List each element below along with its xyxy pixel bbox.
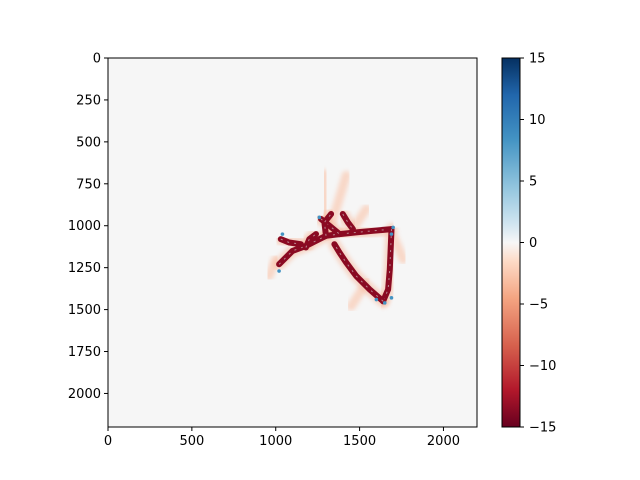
- colorbar-tick-label: 5: [529, 175, 537, 190]
- heatmap: [108, 58, 477, 427]
- colorbar-tick-label: −15: [529, 421, 556, 436]
- y-tick-label: 1000: [68, 219, 101, 234]
- x-axis: 0 500 1000 1500 2000: [104, 427, 460, 449]
- colorbar-tick-label: 0: [529, 236, 537, 251]
- dark-stroke: [323, 226, 395, 239]
- x-tick-label: 1500: [343, 434, 376, 449]
- blue-fringes: [277, 215, 395, 305]
- x-tick-label: 0: [104, 434, 112, 449]
- x-tick-label: 500: [179, 434, 204, 449]
- blue-fringe: [374, 297, 379, 302]
- blue-fringe: [277, 269, 281, 273]
- y-tick-label: 750: [76, 177, 101, 192]
- blue-fringe: [382, 301, 387, 305]
- y-tick-label: 1250: [68, 261, 101, 276]
- dark-stroke-texture: [382, 229, 392, 302]
- blue-fringe: [389, 296, 394, 300]
- blue-fringe: [280, 232, 285, 236]
- y-tick-label: 0: [93, 52, 101, 67]
- blue-fringe: [391, 225, 395, 230]
- x-tick-label: 2000: [427, 434, 460, 449]
- colorbar-ticks: 15 10 5 0 −5 −10 −15: [520, 52, 556, 436]
- plot-frame: [107, 57, 478, 428]
- y-tick-label: 250: [76, 93, 101, 108]
- colorbar-gradient: [501, 57, 521, 428]
- y-axis: 0 250 500 750 1000 1250 1500 1750 2000: [68, 52, 108, 402]
- dark-stroke-texture: [305, 233, 317, 248]
- x-tick-label: 1000: [259, 434, 292, 449]
- colorbar-tick-label: −5: [529, 298, 548, 313]
- y-tick-label: 500: [76, 135, 101, 150]
- y-tick-label: 1500: [68, 303, 101, 318]
- blue-fringe: [317, 215, 322, 220]
- dark-strokes: [276, 211, 395, 305]
- dark-stroke: [321, 211, 335, 239]
- dark-stroke-texture: [333, 243, 384, 302]
- y-tick-label: 2000: [68, 387, 101, 402]
- dark-stroke-texture: [280, 238, 301, 245]
- y-tick-label: 1750: [68, 345, 101, 360]
- colorbar-tick-label: −10: [529, 359, 556, 374]
- colorbar-tick-label: 10: [529, 113, 546, 128]
- dark-stroke-texture: [342, 213, 354, 230]
- colorbar-tick-label: 15: [529, 52, 546, 67]
- blue-fringe: [389, 232, 394, 236]
- colorbar: 15 10 5 0 −5 −10 −15: [501, 52, 556, 436]
